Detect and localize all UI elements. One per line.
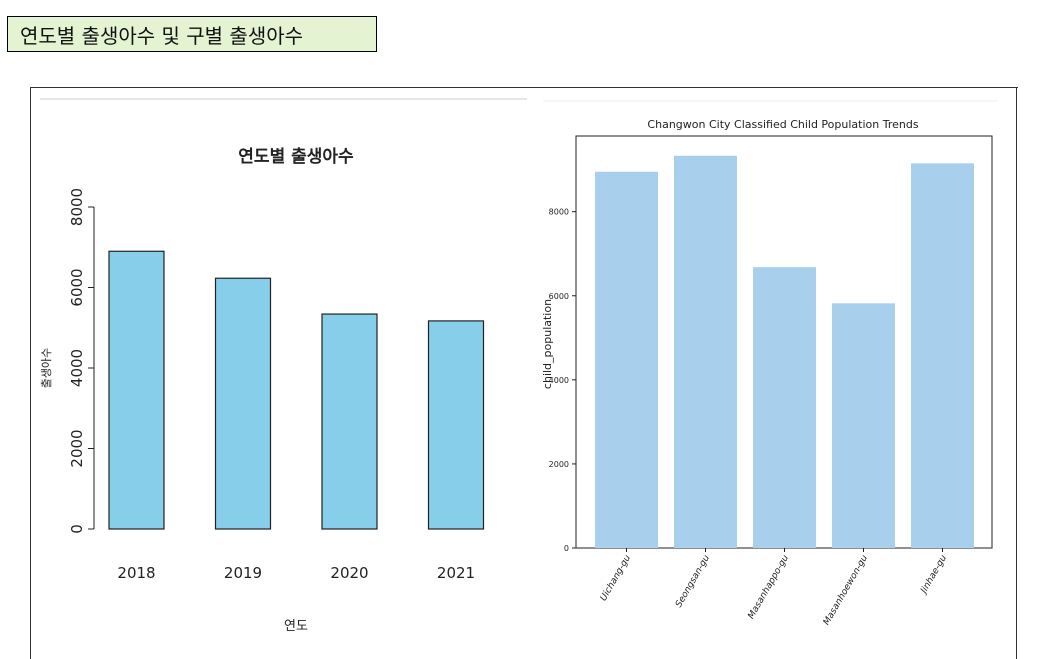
left-x-tick-label: 2021 (437, 564, 475, 582)
left-bar (214, 277, 272, 530)
right-bar (832, 303, 895, 548)
left-y-tick-label: 0 (68, 524, 86, 534)
right-chart: Changwon City Classified Child Populatio… (541, 118, 993, 627)
right-x-tick-label: Jinhae-gu (918, 553, 949, 597)
left-chart-y-ticks: 0 2000 4000 6000 8000 (68, 188, 94, 534)
right-x-tick-label: Masanhoewon-gu (822, 553, 870, 627)
right-chart-bars (595, 155, 974, 549)
right-x-tick-label: Uichang-gu (599, 553, 633, 603)
left-chart-xlabel: 연도 (284, 619, 308, 634)
left-x-tick-label: 2019 (224, 564, 262, 582)
left-y-tick-label: 6000 (68, 268, 86, 306)
left-bar (321, 313, 378, 530)
right-chart-y-ticks: 0 2000 4000 6000 8000 (549, 208, 576, 553)
left-y-tick-label: 8000 (68, 188, 86, 226)
figure-frame-right-border (1016, 87, 1017, 659)
left-bar (427, 320, 485, 530)
section-heading: 연도별 출생아수 및 구별 출생아수 (7, 16, 377, 52)
right-chart-ylabel: child_population (541, 299, 554, 389)
figure-frame (30, 87, 1018, 659)
right-y-tick-label: 2000 (549, 460, 569, 469)
right-y-tick-label: 0 (564, 544, 569, 553)
left-chart-bars (108, 250, 485, 530)
right-chart-title: Changwon City Classified Child Populatio… (647, 118, 918, 131)
left-chart-title: 연도별 출생아수 (238, 147, 354, 167)
left-chart-x-ticks: 2018 2019 2020 2021 (117, 564, 475, 582)
right-y-tick-label: 4000 (549, 376, 569, 385)
left-y-tick-label: 2000 (68, 429, 86, 467)
section-heading-text: 연도별 출생아수 및 구별 출생아수 (20, 23, 304, 48)
left-bar (108, 250, 165, 530)
right-y-tick-label: 8000 (549, 208, 569, 217)
right-bar (911, 163, 974, 548)
left-chart-ylabel: 출생아수 (40, 348, 53, 388)
left-x-tick-label: 2018 (117, 564, 155, 582)
right-y-tick-label: 6000 (549, 292, 569, 301)
left-y-tick-label: 4000 (68, 349, 86, 387)
right-bar (595, 171, 658, 549)
right-chart-x-ticks: Uichang-gu Seongsan-gu Masanhappo-gu Masanh… (599, 548, 949, 627)
right-bar (674, 155, 737, 548)
right-bar (753, 267, 816, 548)
left-x-tick-label: 2020 (330, 564, 368, 582)
right-x-tick-label: Seongsan-gu (674, 553, 712, 609)
right-x-tick-label: Masanhappo-gu (746, 553, 791, 621)
